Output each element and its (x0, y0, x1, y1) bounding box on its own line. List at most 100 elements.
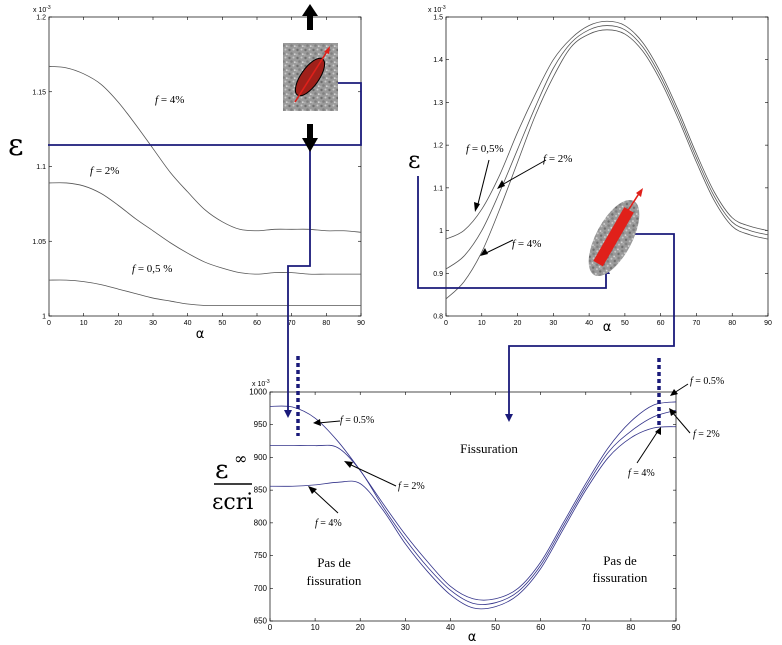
connector-top-right-left (417, 176, 607, 289)
series-line-0 (48, 65, 362, 233)
eps-cri-symbol: εcri (212, 490, 253, 515)
dark-arrow-up-icon (302, 4, 318, 16)
p3-left-label-f05: f = 0.5% (340, 415, 374, 426)
x-tick-label: 20 (114, 320, 122, 327)
x-tick-label: 60 (657, 320, 665, 327)
x-tick-label: 30 (549, 320, 557, 327)
x-tick-label: 90 (672, 623, 681, 632)
p1-label-f2: f = 2% (90, 165, 119, 177)
p2-label-f2: f = 2% (543, 153, 572, 165)
x-tick-label: 50 (491, 623, 500, 632)
epsilon-marker-right: ε (408, 146, 420, 174)
x-tick-label: 50 (218, 320, 226, 327)
no-fissuration-left-line2: fissuration (307, 573, 362, 588)
x-tick-label: 90 (357, 320, 365, 327)
y-tick-label: 1.05 (32, 239, 46, 246)
p2-annotation-arrows (476, 159, 547, 255)
x-tick-label: 10 (80, 320, 88, 327)
y-tick-label: 1 (42, 314, 46, 321)
series-line-1 (270, 409, 677, 605)
y-tick-label: 1.1 (433, 185, 443, 192)
p3-right-label-f05: f = 0.5% (690, 376, 724, 387)
p3-left-label-f4: f = 4% (315, 518, 342, 529)
dark-arrow-up-shaft (307, 14, 313, 30)
p3-exponent: x 10-3 (252, 379, 270, 388)
connector-to-bottom-center (508, 233, 675, 416)
epsilon-ratio-marker: ε ∞ εcri (212, 449, 253, 515)
x-tick-label: 70 (288, 320, 296, 327)
p3-arrowheads (308, 389, 678, 494)
y-tick-label: 1.15 (32, 89, 46, 96)
dark-arrow-down-icon (302, 138, 318, 152)
series-line-0 (269, 401, 677, 601)
x-tick-label: 10 (478, 320, 486, 327)
x-tick-label: 20 (514, 320, 522, 327)
p3-right-label-f4: f = 4% (628, 468, 655, 479)
x-tick-label: 0 (444, 320, 448, 327)
x-tick-label: 90 (764, 320, 772, 327)
p1-xlabel: α (196, 327, 205, 342)
x-tick-label: 80 (626, 623, 635, 632)
y-tick-label: 1.2 (36, 15, 46, 22)
y-tick-label: 1000 (249, 388, 267, 397)
connector-bottom-center-arrowhead (505, 414, 513, 422)
x-tick-label: 60 (536, 623, 545, 632)
x-tick-label: 50 (621, 320, 629, 327)
no-fissuration-right-line1: Pas de (603, 553, 637, 568)
series-line-0 (445, 20, 769, 240)
inset-red-arrowhead (324, 46, 330, 54)
y-tick-label: 1.2 (433, 143, 443, 150)
series-line-2 (48, 279, 361, 307)
y-tick-label: 900 (254, 453, 268, 462)
y-tick-label: 1.1 (36, 164, 46, 171)
panel-bottom: 0 10 20 30 40 50 60 70 80 90 650 700 750 800 850 900 950… (249, 356, 724, 645)
p2-xlabel: α (603, 320, 612, 335)
p3-xlabel: α (468, 630, 477, 645)
series-line-2 (445, 29, 769, 300)
fissuration-label: Fissuration (460, 441, 518, 456)
p1-label-f05: f = 0,5 % (132, 263, 172, 275)
p2-label-f05: f = 0,5% (466, 143, 504, 155)
series-line-1 (48, 182, 361, 275)
y-tick-label: 700 (254, 584, 268, 593)
p2-label-f4: f = 4% (512, 238, 541, 250)
y-tick-label: 1 (439, 228, 443, 235)
x-tick-label: 80 (322, 320, 330, 327)
no-fissuration-right-line2: fissuration (593, 570, 648, 585)
series-line-1 (445, 25, 769, 270)
y-tick-label: 800 (254, 518, 268, 527)
inset-texture-top-left (283, 4, 338, 152)
y-tick-label: 650 (254, 617, 268, 626)
y-tick-label: 850 (254, 486, 268, 495)
dark-arrow-down-shaft (307, 124, 313, 140)
y-tick-label: 1.3 (433, 100, 443, 107)
inset-red-arrow-line (619, 191, 641, 224)
eps-inf-symbol: ε (215, 455, 228, 485)
connector-to-bottom-left (287, 150, 311, 412)
inset-red-axis-line (294, 49, 329, 103)
x-tick-label: 10 (311, 623, 320, 632)
y-tick-label: 1.4 (433, 57, 443, 64)
epsilon-marker-left: ε (8, 128, 24, 163)
x-tick-label: 70 (581, 623, 590, 632)
y-tick-label: 0.9 (433, 271, 443, 278)
x-tick-label: 0 (47, 320, 51, 327)
no-fissuration-left-line1: Pas de (317, 555, 351, 570)
p1-label-f4: f = 4% (155, 94, 184, 106)
panel-bottom-frame (269, 391, 677, 622)
connector-bottom-left-arrowhead (284, 410, 292, 418)
x-tick-label: 30 (149, 320, 157, 327)
inset-red-bar (593, 207, 634, 267)
panel-top-left: 0 10 20 30 40 50 60 70 80 90 1 1.05 1.1 1.15 1.2 x 10-… (32, 5, 365, 342)
y-tick-label: 1.5 (433, 15, 443, 22)
x-tick-label: 30 (401, 623, 410, 632)
panel-top-right: 0 10 20 30 40 50 60 70 80 90 0.8 0.9 1 1.1 1.2 1.3 1.4 1.… (428, 5, 772, 335)
y-tick-label: 0.8 (433, 314, 443, 321)
panel-top-right-frame (445, 16, 769, 317)
p1-exponent: x 10-3 (33, 5, 51, 14)
y-tick-label: 750 (254, 551, 268, 560)
p3-left-label-f2: f = 2% (398, 481, 425, 492)
x-tick-label: 80 (728, 320, 736, 327)
x-tick-label: 40 (585, 320, 593, 327)
